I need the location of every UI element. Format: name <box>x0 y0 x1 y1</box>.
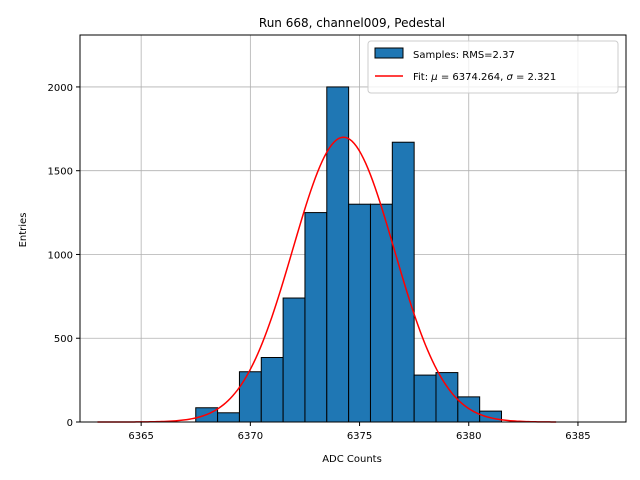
y-tick-label: 1500 <box>48 167 73 178</box>
histogram-bar <box>304 212 328 423</box>
y-tick-label: 0 <box>67 418 73 429</box>
x-axis-ticks: 6365 6370 6375 6380 6385 <box>128 422 591 442</box>
legend-mu-symbol: μ <box>430 72 437 83</box>
legend-mu-value: = 6374.264, <box>438 72 507 83</box>
x-tick-label: 6370 <box>238 431 263 442</box>
chart-title: Run 668, channel009, Pedestal <box>259 16 445 30</box>
x-tick-label: 6365 <box>128 431 153 442</box>
legend-sigma-value: = 2.321 <box>513 72 556 83</box>
axes-frame <box>79 34 627 423</box>
legend-sigma-symbol: σ <box>506 72 513 83</box>
histogram-bar <box>348 203 371 423</box>
legend-patch-samples <box>374 47 404 59</box>
y-tick-label: 1000 <box>48 250 73 261</box>
legend-label-samples: Samples: RMS=2.37 <box>413 50 515 61</box>
y-tick-label: 500 <box>54 334 73 345</box>
histogram-bar <box>369 203 393 423</box>
histogram-bar <box>238 371 262 423</box>
fit-curve <box>97 136 557 423</box>
legend-label-fit: Fit: μ = 6374.264, σ = 2.321 <box>413 72 556 83</box>
legend-fit-prefix: Fit: <box>413 72 431 83</box>
y-axis-label: Entries <box>18 213 29 248</box>
histogram-bar <box>413 374 437 423</box>
x-tick-label: 6385 <box>565 431 590 442</box>
histogram-bar <box>282 297 306 423</box>
histogram-bar <box>217 412 240 423</box>
y-tick-label: 2000 <box>48 83 73 94</box>
histogram-bar <box>479 410 503 423</box>
x-axis-label: ADC Counts <box>322 454 382 465</box>
histogram-bar <box>260 357 284 423</box>
legend-box <box>367 40 619 94</box>
legend: Samples: RMS=2.37 Fit: μ = 6374.264, σ =… <box>367 40 619 94</box>
x-tick-label: 6375 <box>347 431 372 442</box>
y-axis-ticks: 0 500 1000 1500 2000 <box>48 83 80 429</box>
x-tick-label: 6380 <box>456 431 481 442</box>
